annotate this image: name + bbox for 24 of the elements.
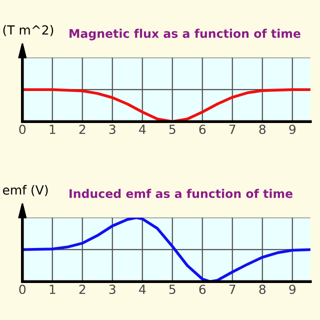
x-tick-label: 3 — [109, 284, 116, 294]
x-tick-label: 9 — [289, 124, 296, 134]
x-tick-label: 0 — [19, 124, 26, 134]
x-tick-label: 1 — [50, 124, 56, 134]
x-tick-label: 6 — [199, 284, 206, 294]
x-tick-label: 0 — [19, 284, 26, 294]
y-axis-title: (T m^2) — [3, 25, 54, 36]
chart-title: Induced emf as a function of time — [70, 188, 292, 198]
x-tick-label: 8 — [259, 124, 266, 134]
x-tick-label: 5 — [169, 124, 176, 134]
x-tick-label: 5 — [169, 284, 176, 294]
x-tick-label: 8 — [259, 284, 266, 294]
x-tick-label: 2 — [79, 284, 86, 294]
x-tick-label: 2 — [79, 124, 86, 134]
y-axis-title: emf (V) — [2, 185, 48, 196]
chart-title: Magnetic flux as a function of time — [70, 28, 300, 40]
x-tick-label: 4 — [139, 284, 146, 294]
x-tick-label: 3 — [109, 124, 116, 134]
x-tick-label: 6 — [199, 124, 206, 134]
x-tick-label: 9 — [289, 284, 296, 294]
x-tick-label: 1 — [50, 284, 56, 294]
x-tick-label: 4 — [139, 124, 146, 134]
x-tick-label: 7 — [229, 284, 236, 294]
x-tick-label: 7 — [229, 124, 236, 134]
